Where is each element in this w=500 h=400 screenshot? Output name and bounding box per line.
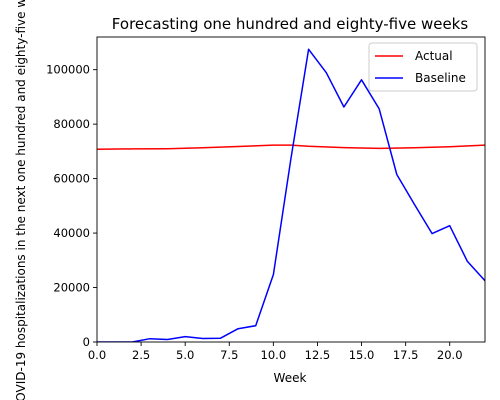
x-tick-label: 7.5 — [220, 348, 238, 362]
x-tick-label: 17.5 — [393, 348, 419, 362]
x-tick-label: 0.0 — [88, 348, 106, 362]
x-tick-label: 10.0 — [261, 348, 287, 362]
y-tick-label: 100000 — [46, 63, 90, 77]
legend-label-baseline: Baseline — [415, 71, 466, 85]
chart-title: Forecasting one hundred and eighty-five … — [112, 15, 469, 33]
series-line-actual — [97, 145, 485, 149]
x-axis-label: Week — [274, 371, 307, 385]
y-tick-label: 0 — [83, 335, 90, 349]
y-tick-label: 20000 — [53, 281, 90, 295]
x-tick-label: 5.0 — [176, 348, 194, 362]
legend: Actual Baseline — [369, 43, 477, 91]
legend-label-actual: Actual — [415, 49, 453, 63]
y-tick-label: 40000 — [53, 226, 90, 240]
y-tick-label: 80000 — [53, 117, 90, 131]
x-tick-label: 15.0 — [349, 348, 375, 362]
x-tick-label: 12.5 — [305, 348, 331, 362]
x-tick-label: 20.0 — [437, 348, 463, 362]
series-line-baseline — [97, 49, 485, 342]
y-axis-label: COVID-19 hospitalizations in the next on… — [14, 0, 28, 400]
y-tick-label: 60000 — [53, 172, 90, 186]
x-tick-label: 2.5 — [132, 348, 150, 362]
